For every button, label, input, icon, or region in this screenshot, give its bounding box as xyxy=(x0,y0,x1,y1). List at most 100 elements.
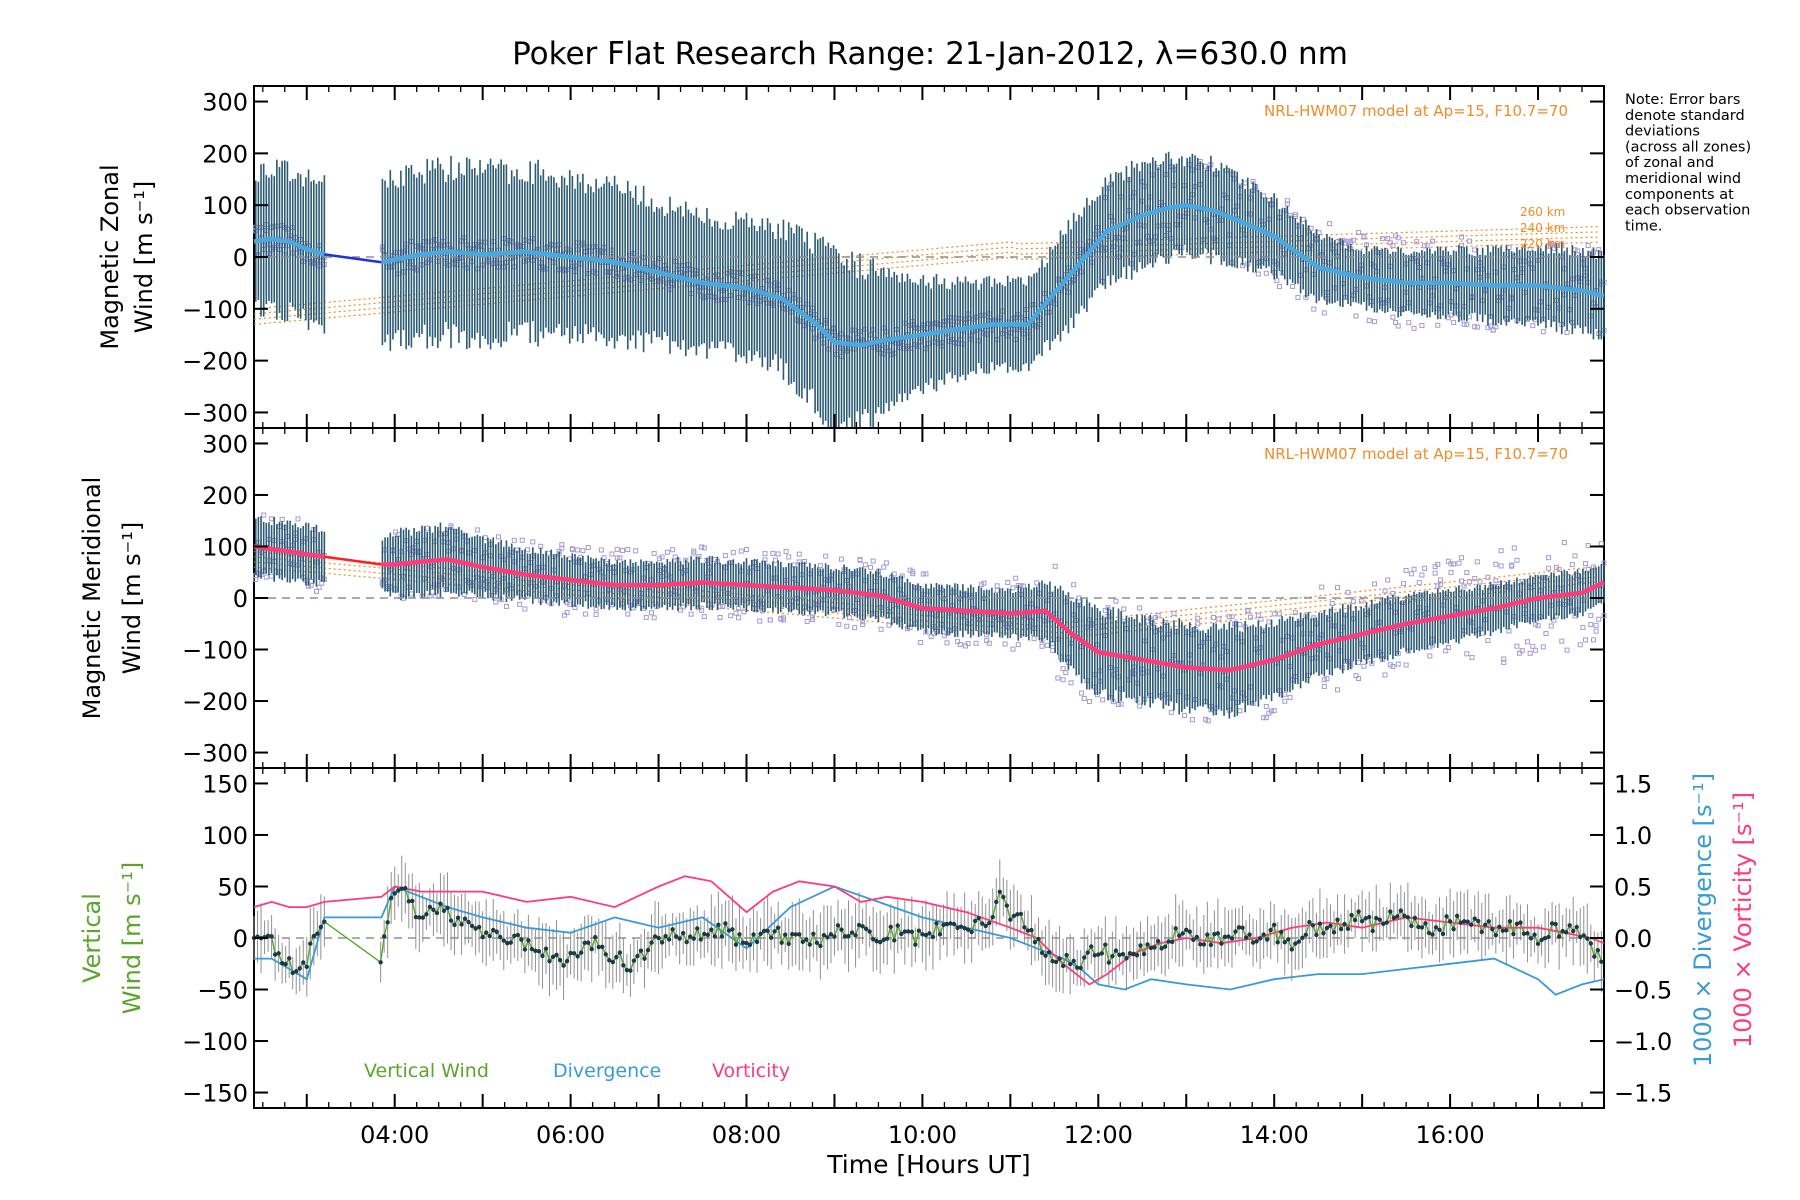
scatter-point xyxy=(1282,698,1288,704)
vertical-wind-point xyxy=(290,970,295,976)
scatter-point xyxy=(1031,636,1037,642)
y2-tick-label: 1.0 xyxy=(1614,822,1652,850)
scatter-point xyxy=(1588,613,1594,619)
vertical-wind-point xyxy=(561,963,566,968)
vertical-wind-point xyxy=(807,942,813,947)
scatter-point xyxy=(1583,637,1589,643)
vertical-wind-point xyxy=(519,937,524,942)
vertical-wind-point xyxy=(1257,936,1263,941)
chart-title: Poker Flat Research Range: 21-Jan-2012, … xyxy=(512,36,1348,72)
vertical-wind-point xyxy=(607,958,612,963)
vertical-wind-point xyxy=(1233,929,1238,934)
y2-tick-label: 0.5 xyxy=(1614,873,1652,901)
vertical-wind-point xyxy=(709,927,714,932)
vertical-wind-point xyxy=(895,923,900,928)
vertical-wind-point xyxy=(723,921,728,926)
vertical-wind-point xyxy=(1113,948,1119,953)
scatter-point xyxy=(1532,647,1538,653)
y-tick-label: 300 xyxy=(202,89,248,117)
scatter-point xyxy=(625,546,631,552)
scatter-point xyxy=(920,571,926,577)
vertical-wind-point xyxy=(406,899,411,904)
vertical-wind-point xyxy=(1180,931,1185,936)
scatter-point xyxy=(688,611,694,617)
vertical-wind-point xyxy=(557,957,563,963)
vorticity-series xyxy=(253,875,1605,986)
vertical-wind-point xyxy=(575,954,580,959)
note-line: components at xyxy=(1625,187,1734,203)
vertical-wind-point xyxy=(1391,915,1397,921)
vertical-wind-point xyxy=(1036,936,1041,942)
scatter-point xyxy=(1459,555,1465,561)
vertical-wind-point xyxy=(318,924,324,930)
vertical-wind-point xyxy=(1581,933,1586,938)
y2-tick-label: 1.5 xyxy=(1614,770,1652,798)
scatter-point xyxy=(511,537,517,543)
scatter-point xyxy=(738,548,744,554)
vertical-wind-point xyxy=(1328,923,1333,928)
scatter-point xyxy=(1258,616,1264,622)
scatter-point xyxy=(1329,601,1335,607)
vertical-wind-point xyxy=(543,946,549,951)
vertical-wind-point xyxy=(1106,960,1112,965)
scatter-point xyxy=(1287,695,1293,701)
vertical-wind-point xyxy=(547,958,552,964)
scatter-point xyxy=(1319,584,1325,590)
vertical-wind-point xyxy=(673,934,679,939)
scatter-point xyxy=(1432,570,1438,576)
scatter-point xyxy=(1358,598,1364,604)
vertical-wind-point xyxy=(1173,926,1178,931)
vertical-wind-point xyxy=(768,935,774,940)
zonal-altitude-label-220: 220 km xyxy=(1520,237,1565,251)
scatter-point xyxy=(1601,613,1607,619)
scatter-point xyxy=(701,614,707,620)
scatter-point xyxy=(580,548,586,554)
scatter-point xyxy=(1393,319,1399,325)
y-tick-label: 300 xyxy=(202,430,248,458)
vertical-wind-point xyxy=(1099,951,1105,956)
scatter-point xyxy=(633,548,639,554)
vertical-wind-point xyxy=(948,921,953,926)
meridional-series xyxy=(253,544,1605,673)
vertical-wind-point xyxy=(1078,965,1083,971)
legend-divergence: Divergence xyxy=(553,1060,661,1082)
scatter-point xyxy=(1411,566,1417,572)
scatter-point xyxy=(730,550,736,556)
vertical-wind-point xyxy=(1490,926,1495,932)
scatter-point xyxy=(651,615,657,621)
vertical-wind-point xyxy=(526,938,531,943)
scatter-point xyxy=(1055,675,1061,681)
scatter-point xyxy=(1493,578,1499,584)
scatter-point xyxy=(1345,238,1351,244)
vertical-wind-point xyxy=(1419,925,1425,930)
vertical-wind-point xyxy=(483,930,489,935)
scatter-point xyxy=(1461,321,1467,327)
vertical-wind-point xyxy=(452,922,457,928)
vertical-wind-point xyxy=(1500,928,1506,933)
vertical-wind-point xyxy=(1321,931,1326,936)
scatter-point xyxy=(1005,580,1011,586)
model-curve xyxy=(253,241,1600,325)
vertical-wind-point xyxy=(835,923,841,928)
y-tick-label: −300 xyxy=(182,740,248,768)
scatter-point xyxy=(316,584,322,590)
vertical-wind-point xyxy=(1349,912,1354,918)
vertical-wind-point xyxy=(571,951,577,956)
model-curve xyxy=(253,231,1600,315)
scatter-point xyxy=(1189,717,1195,723)
vertical-wind-point xyxy=(586,940,591,945)
meridional-panel: −300 −200 −100 0 100 200 300 NRL-HWM07 model a… xyxy=(78,427,1607,769)
scatter-point xyxy=(1561,540,1567,546)
vertical-wind-point xyxy=(1148,945,1154,951)
divergence-series xyxy=(254,885,1605,996)
vertical-wind-point xyxy=(761,928,767,934)
vertical-wind-point xyxy=(965,927,971,932)
scatter-point xyxy=(1559,638,1565,644)
vertical-wind-point xyxy=(1567,923,1572,928)
vertical-wind-point xyxy=(1064,952,1069,958)
vertical-wind-point xyxy=(1046,949,1052,955)
scatter-point xyxy=(1422,243,1428,249)
vertical-wind-point xyxy=(1215,931,1221,936)
scatter-point xyxy=(957,642,963,648)
vertical-wind-point xyxy=(906,929,911,934)
